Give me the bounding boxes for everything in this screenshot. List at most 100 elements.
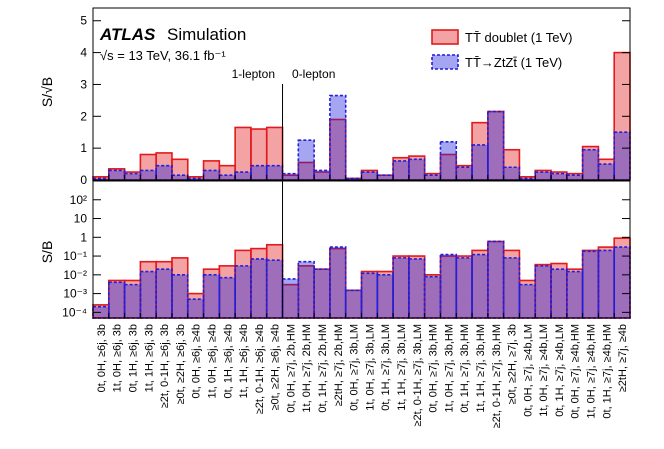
histogram-bin xyxy=(329,94,347,181)
y-tick-label: 10⁻⁴ xyxy=(62,305,87,319)
histogram-bin xyxy=(392,257,410,319)
histogram-bin xyxy=(202,169,221,181)
histogram-bin xyxy=(487,240,505,319)
histogram-bin xyxy=(155,268,173,319)
histogram-bin xyxy=(439,253,458,319)
histogram-bin xyxy=(281,278,300,319)
histogram-bin xyxy=(155,164,173,181)
histogram-bin xyxy=(376,274,394,319)
histogram-bin xyxy=(502,257,521,319)
histogram-bin xyxy=(234,171,252,181)
legend-label: TT̄ doublet (1 TeV) xyxy=(465,30,572,45)
histogram-bin xyxy=(139,169,157,181)
histogram-bin xyxy=(281,172,300,181)
x-tick-label: ≥2tH, ≥7j, ≥4b xyxy=(617,324,629,392)
x-tick-label: 1t, 1H, ≥7j, 3b,HM xyxy=(475,324,487,413)
histogram-bin xyxy=(344,289,363,319)
x-tick-label: ≥2t, 0-1H, ≥7j, 3b,HM xyxy=(491,324,503,428)
x-tick-label: 0t, 1H, ≥7j, 2b,HM xyxy=(317,324,329,413)
subtitle: Simulation xyxy=(167,25,246,44)
histogram-bin xyxy=(392,160,410,181)
histogram-bin xyxy=(313,169,331,181)
histogram-bin xyxy=(265,164,284,181)
legend-label: TT̄→ZtZt̄ (1 TeV) xyxy=(465,55,562,70)
histogram-bin xyxy=(250,164,268,181)
histogram-bin xyxy=(265,259,284,319)
histogram-bin xyxy=(534,265,552,319)
y-tick-label: 10⁻¹ xyxy=(63,249,87,263)
histogram-bin xyxy=(313,268,331,319)
annotation: 0-lepton xyxy=(292,67,335,81)
x-tick-label: 0t, 0H, ≥7j, ≥4b,LM xyxy=(522,324,534,417)
histogram-bin xyxy=(123,283,142,319)
x-tick-label: 0t, 0H, ≥6j, 3b xyxy=(96,324,108,392)
x-tick-label: 0t, 0H, ≥6j, ≥4b xyxy=(191,324,203,398)
histogram-bin xyxy=(423,174,442,181)
x-tick-label: ≥2t, 0-1H, ≥6j, ≥4b xyxy=(254,324,266,414)
histogram-bin xyxy=(455,257,473,319)
histogram-bin xyxy=(613,246,631,319)
x-tick-label: 0t, 0H, ≥7j, 3b,LM xyxy=(349,324,361,411)
y-tick-label: 10 xyxy=(74,212,88,226)
histogram-bin xyxy=(107,169,126,181)
x-tick-label: 1t, 0H, ≥7j, 2b,HM xyxy=(301,324,313,413)
y-tick-label: 10⁻³ xyxy=(63,287,87,301)
histogram-bin xyxy=(329,246,347,319)
histogram-bin xyxy=(581,148,600,181)
histogram-bin xyxy=(376,174,394,181)
histogram-bin xyxy=(613,131,631,181)
histogram-bin xyxy=(534,171,552,181)
histogram-bin xyxy=(297,260,315,319)
y-tick-label: 10² xyxy=(70,193,87,207)
x-tick-label: 0t, 1H, ≥7j, 3b,LM xyxy=(380,324,392,411)
x-tick-label: 1t, 0H, ≥6j, 3b xyxy=(112,324,124,392)
y-tick-label: 0 xyxy=(80,173,87,187)
histogram-bin xyxy=(202,274,221,319)
histogram-bin xyxy=(550,172,568,181)
y-tick-label: 1 xyxy=(80,141,87,155)
x-tick-label: 0t, 0H, ≥7j, 2b,HM xyxy=(285,324,297,413)
histogram-bin xyxy=(597,163,616,181)
histogram-bin xyxy=(250,258,268,319)
histogram-bin xyxy=(297,139,315,181)
histogram-bin xyxy=(423,275,442,319)
x-tick-label: 0t, 1H, ≥7j, 3b,HM xyxy=(459,324,471,413)
y-tick-label: 1 xyxy=(80,230,87,244)
histogram-bin xyxy=(597,249,616,319)
histogram-bin xyxy=(139,270,157,319)
histogram-bin xyxy=(566,174,584,181)
histogram-bin xyxy=(360,272,379,319)
y-tick-label: 3 xyxy=(80,77,87,91)
histogram-bin xyxy=(107,281,126,319)
x-tick-label: ≥0t, ≥2H, ≥6j, 3b xyxy=(175,324,187,404)
histogram-bin xyxy=(581,250,600,319)
y-tick-label: 4 xyxy=(80,46,87,60)
histogram-bin xyxy=(471,144,489,181)
x-tick-label: 1t, 0H, ≥7j, 3b,HM xyxy=(443,324,455,413)
histogram-bin xyxy=(171,274,189,319)
histogram-bin xyxy=(455,166,473,181)
histogram-bin xyxy=(408,158,426,181)
x-tick-label: 1t, 0H, ≥7j, ≥4b,HM xyxy=(586,324,598,419)
x-tick-label: 1t, 1H, ≥6j, 3b xyxy=(143,324,155,392)
x-tick-label: ≥2t, 0-1H, ≥6j, 3b xyxy=(159,324,171,408)
x-tick-label: 0t, 0H, ≥7j, ≥4b,HM xyxy=(570,324,582,419)
histogram-bin xyxy=(171,174,189,181)
histogram-bin xyxy=(123,172,142,181)
x-tick-label: ≥0t, ≥2H, ≥7j, 3b xyxy=(507,324,519,404)
histogram-bin xyxy=(502,166,521,181)
histogram-bin xyxy=(218,174,236,181)
x-tick-label: 1t, 0H, ≥6j, ≥4b xyxy=(206,324,218,398)
x-tick-label: 1t, 0H, ≥7j, ≥4b,LM xyxy=(538,324,550,417)
annotation: 1-lepton xyxy=(232,67,275,81)
y-tick-label: 2 xyxy=(80,109,87,123)
histogram-bin xyxy=(408,258,426,319)
histogram-bin xyxy=(360,171,379,181)
x-tick-label: 0t, 1H, ≥6j, ≥4b xyxy=(222,324,234,398)
legend-swatch xyxy=(431,29,459,45)
histogram-bin xyxy=(487,110,505,181)
x-tick-label: ≥2tH, ≥7j, 2b,HM xyxy=(333,324,345,406)
x-tick-label: ≥0t, ≥2H, ≥6j, ≥4b xyxy=(270,324,282,411)
